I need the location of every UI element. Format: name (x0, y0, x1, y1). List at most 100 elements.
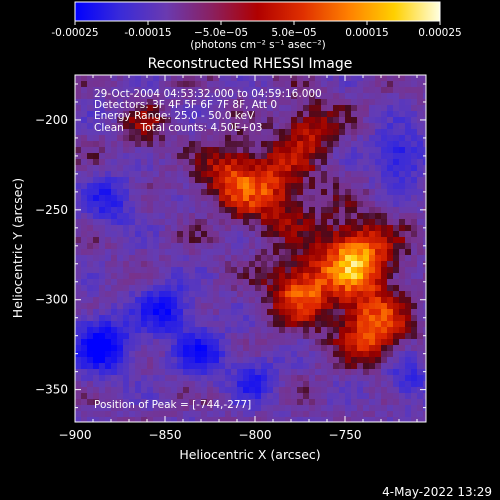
heatmap-cell (183, 315, 190, 322)
heatmap-cell (309, 165, 316, 172)
heatmap-cell (159, 81, 166, 88)
heatmap-cell (99, 357, 106, 364)
heatmap-cell (321, 213, 328, 220)
heatmap-cell (303, 411, 310, 418)
heatmap-cell (129, 381, 136, 388)
heatmap-cell (279, 381, 286, 388)
heatmap-cell (345, 99, 352, 106)
heatmap-cell (381, 147, 388, 154)
heatmap-cell (333, 267, 340, 274)
heatmap-cell (201, 231, 208, 238)
heatmap-cell (177, 321, 184, 328)
heatmap-cell (339, 351, 346, 358)
heatmap-cell (267, 183, 274, 190)
heatmap-cell (291, 141, 298, 148)
heatmap-cell (105, 195, 112, 202)
heatmap-cell (249, 177, 256, 184)
heatmap-cell (141, 255, 148, 262)
heatmap-cell (189, 111, 196, 118)
heatmap-cell (177, 165, 184, 172)
heatmap-cell (369, 135, 376, 142)
heatmap-cell (399, 339, 406, 346)
heatmap-cell (357, 171, 364, 178)
heatmap-cell (369, 303, 376, 310)
heatmap-cell (93, 135, 100, 142)
heatmap-cell (207, 171, 214, 178)
heatmap-cell (153, 219, 160, 226)
heatmap-cell (75, 363, 82, 370)
heatmap-cell (177, 339, 184, 346)
heatmap-cell (159, 333, 166, 340)
x-axis: −900 −850 −800 −750 (59, 75, 418, 442)
heatmap-cell (117, 315, 124, 322)
heatmap-cell (219, 291, 226, 298)
heatmap-cell (339, 201, 346, 208)
heatmap-cell (327, 111, 334, 118)
heatmap-cell (273, 303, 280, 310)
heatmap-cell (189, 381, 196, 388)
heatmap-cell (75, 417, 82, 422)
heatmap-cell (207, 315, 214, 322)
heatmap-cell (99, 171, 106, 178)
heatmap-cell (111, 129, 118, 136)
heatmap-cell (243, 135, 250, 142)
heatmap-cell (315, 177, 322, 184)
heatmap-cell (93, 183, 100, 190)
heatmap-cell (141, 159, 148, 166)
heatmap-cell (327, 339, 334, 346)
heatmap-cell (297, 387, 304, 394)
heatmap-cell (327, 189, 334, 196)
heatmap-cell (261, 159, 268, 166)
heatmap-cell (333, 369, 340, 376)
heatmap-cell (237, 231, 244, 238)
heatmap-cell (285, 201, 292, 208)
heatmap-cell (417, 231, 424, 238)
heatmap-cell (363, 147, 370, 154)
heatmap-cell (81, 267, 88, 274)
heatmap-cell (357, 309, 364, 316)
heatmap-cell (267, 333, 274, 340)
heatmap-cell (123, 177, 130, 184)
heatmap-cell (213, 405, 220, 412)
heatmap-cell (315, 321, 322, 328)
heatmap-cell (291, 303, 298, 310)
heatmap-cell (195, 369, 202, 376)
heatmap-cell (417, 141, 424, 148)
heatmap-cell (267, 213, 274, 220)
heatmap-cell (123, 363, 130, 370)
heatmap-cell (267, 93, 274, 100)
heatmap-cell (249, 279, 256, 286)
heatmap-cell (87, 321, 94, 328)
heatmap-cell (261, 345, 268, 352)
heatmap-cell (99, 135, 106, 142)
heatmap-cell (345, 279, 352, 286)
heatmap-cell (267, 315, 274, 322)
heatmap-cell (351, 327, 358, 334)
heatmap-cell (285, 297, 292, 304)
heatmap-cell (411, 393, 418, 400)
heatmap-cell (255, 99, 262, 106)
heatmap-cell (375, 183, 382, 190)
heatmap-cell (105, 285, 112, 292)
heatmap-cell (411, 111, 418, 118)
heatmap-cell (297, 231, 304, 238)
heatmap-cell (321, 291, 328, 298)
heatmap-cell (213, 375, 220, 382)
heatmap-cell (375, 297, 382, 304)
heatmap-cell (237, 291, 244, 298)
heatmap-cell (255, 141, 262, 148)
heatmap-cell (153, 351, 160, 358)
heatmap-cell (105, 111, 112, 118)
heatmap-cell (411, 147, 418, 154)
heatmap-cell (189, 291, 196, 298)
heatmap-cell (345, 315, 352, 322)
heatmap-cell (291, 195, 298, 202)
heatmap-cell (135, 261, 142, 268)
heatmap-cell (279, 201, 286, 208)
heatmap-cell (351, 369, 358, 376)
heatmap-cell (351, 309, 358, 316)
heatmap-cell (345, 213, 352, 220)
heatmap-cell (375, 87, 382, 94)
heatmap-cell (417, 339, 424, 346)
heatmap-cell (177, 177, 184, 184)
